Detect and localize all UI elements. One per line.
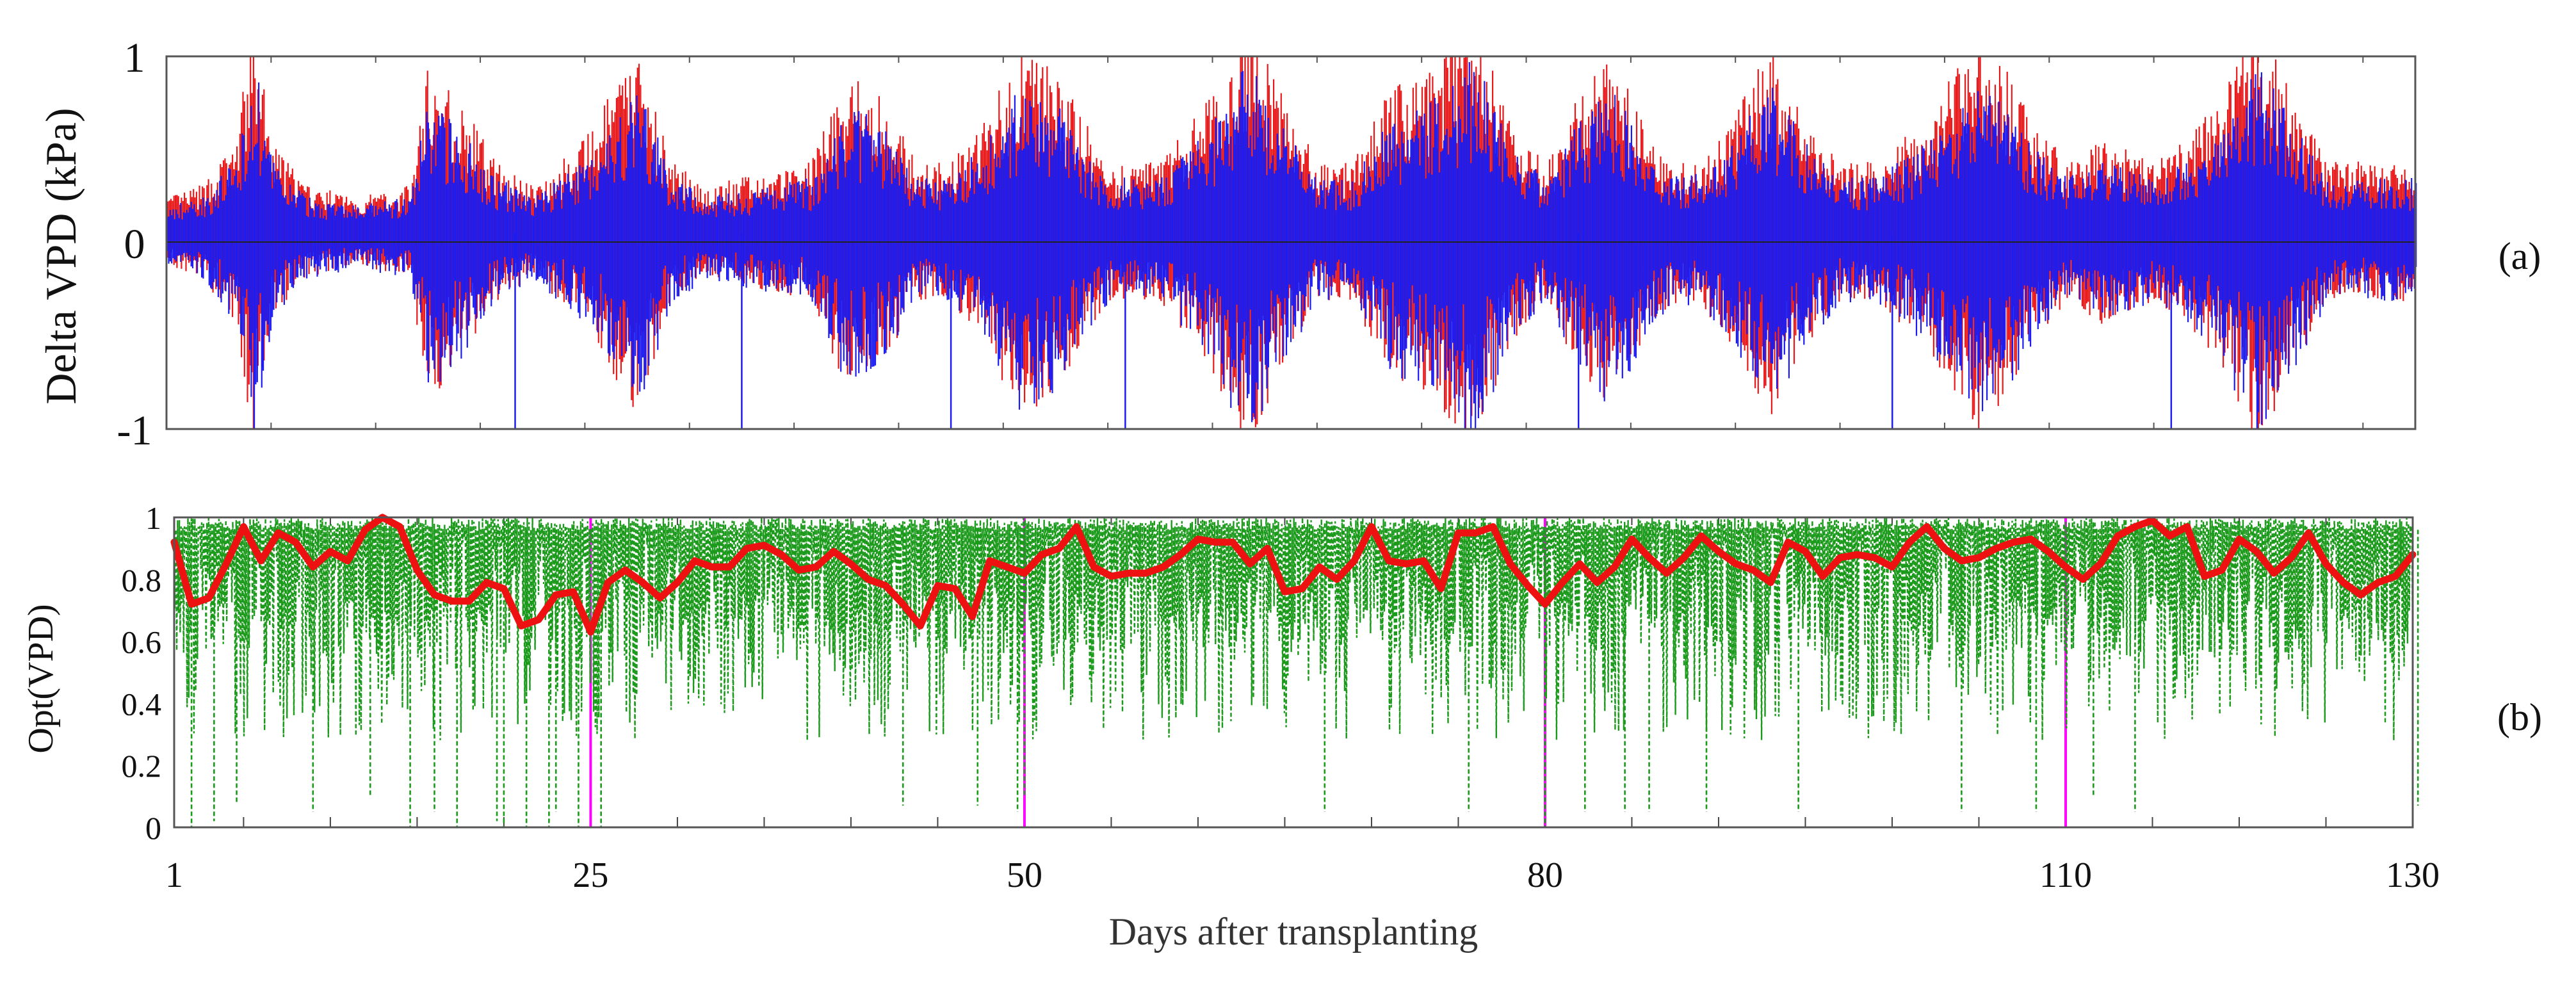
panel-a-label: (a) [2499,235,2541,277]
panel-b-x-tick-label: 1 [165,855,183,895]
panel-b-xlabel: Days after transplanting [1109,911,1478,953]
panel-b-x-ticks: 1 25 50 80 110 130 [165,517,2440,895]
panel-b-y-tick-label: 0.2 [122,748,162,784]
panel-b-x-tick-label: 110 [2039,855,2092,895]
panel-b-x-tick-label: 25 [572,855,608,895]
hourly-series-line [173,517,2414,741]
panel-b-ylabel: Opt(VPD) [21,604,61,753]
panel-a-ylabel: Delta VPD (kPa) [36,108,85,404]
panel-b-y-tick-label: 1 [145,500,161,536]
panel-a-x-ticks [166,56,2364,429]
panel-b-y-tick-label: 0 [145,810,161,846]
panel-b-y-tick-label: 0.4 [122,686,162,722]
panel-b-x-tick-label: 130 [2386,855,2440,895]
panel-b-y-tick-label: 0.6 [122,624,162,660]
daily-mean-series-line [170,514,2417,636]
panel-b-y-tick-label: 0.8 [122,562,162,598]
panel-a-frame [165,55,2417,430]
panel-a-y-tick-labels: 1 0 -1 [117,35,152,454]
panel-b-x-tick-label: 80 [1527,855,1563,895]
panel-b: Opt(VPD) 0 0.2 0.4 0.6 0.8 1 1 25 50 80 110 130 Da… [21,500,2542,953]
panel-a: Delta VPD (kPa) 1 0 -1 (a) [36,35,2541,454]
panel-a-y-tick-label: 0 [124,221,145,268]
panel-b-y-tick-labels: 0 0.2 0.4 0.6 0.8 1 [122,500,162,846]
panel-b-x-tick-label: 50 [1007,855,1042,895]
panel-b-label: (b) [2497,696,2542,738]
panel-a-y-tick-label: -1 [117,407,152,454]
panel-a-y-tick-label: 1 [124,35,145,81]
panel-b-frame [173,516,2414,829]
panel-b-daily-series [170,514,2417,636]
